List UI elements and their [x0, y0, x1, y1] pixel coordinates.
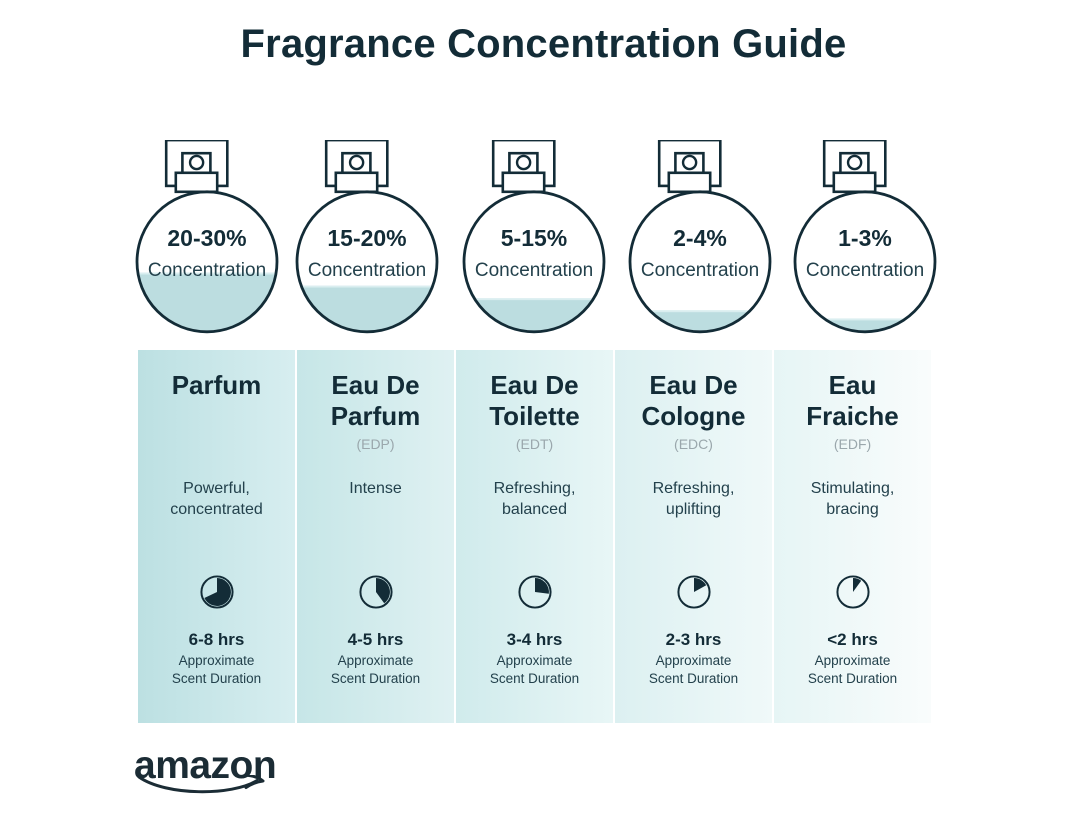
svg-text:Concentration: Concentration: [806, 260, 924, 281]
svg-text:2-4%: 2-4%: [673, 225, 727, 251]
svg-text:5-15%: 5-15%: [501, 225, 567, 251]
svg-text:20-30%: 20-30%: [168, 225, 247, 251]
svg-text:Concentration: Concentration: [308, 260, 426, 281]
svg-text:15-20%: 15-20%: [328, 225, 407, 251]
svg-text:Concentration: Concentration: [641, 260, 759, 281]
svg-text:1-3%: 1-3%: [838, 225, 892, 251]
svg-text:Concentration: Concentration: [475, 260, 593, 281]
svg-text:Concentration: Concentration: [148, 260, 266, 281]
